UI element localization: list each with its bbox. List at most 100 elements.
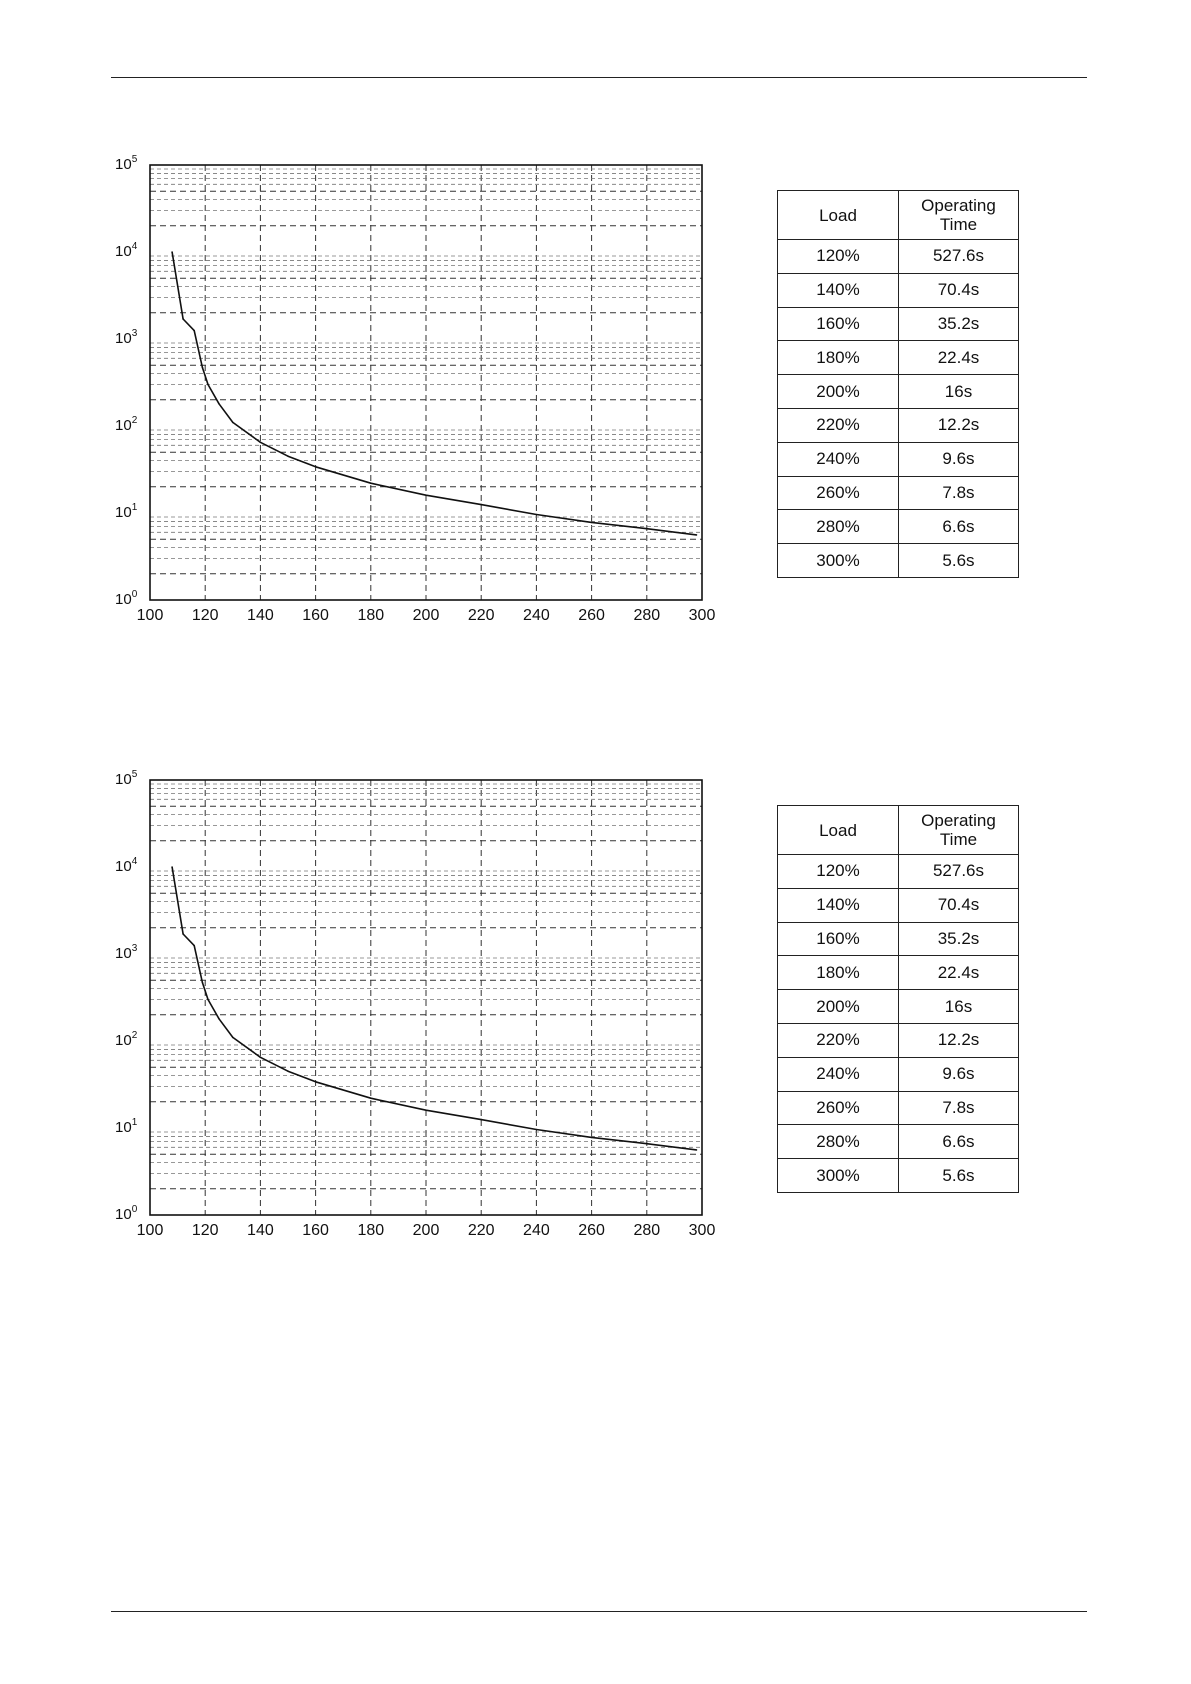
load-cell: 180%	[777, 340, 899, 376]
data-point	[287, 455, 289, 457]
table-row: 300% 5.6s	[777, 1158, 1019, 1193]
x-tick-label: 300	[689, 607, 716, 624]
table-header-row: Load Operating Time	[777, 805, 1019, 855]
operating-time-cell: 5.6s	[898, 1158, 1019, 1193]
load-cell: 260%	[777, 1090, 899, 1126]
operating-time-cell: 6.6s	[898, 509, 1019, 545]
data-point	[287, 1070, 289, 1072]
table-row: 220% 12.2s	[777, 407, 1019, 443]
load-time-table: Load Operating Time 120% 527.6s 140% 70.4s 160%…	[777, 190, 1019, 578]
x-tick-label: 180	[357, 1222, 384, 1239]
data-point	[646, 527, 648, 530]
operating-time-cell: 6.6s	[898, 1124, 1019, 1160]
load-cell: 280%	[777, 509, 899, 545]
y-tick-label: 102	[115, 415, 138, 434]
x-tick-label: 280	[633, 607, 660, 624]
x-tick-label: 280	[633, 1222, 660, 1239]
operating-time-header: Operating Time	[898, 805, 1019, 855]
y-tick-label: 102	[115, 1030, 138, 1049]
data-point	[232, 421, 234, 424]
load-cell: 260%	[777, 475, 899, 511]
y-tick-label: 104	[115, 241, 138, 260]
table-row: 180% 22.4s	[777, 340, 1019, 376]
load-cell: 200%	[777, 374, 899, 409]
data-point	[232, 1036, 234, 1039]
table-row: 160% 35.2s	[777, 921, 1019, 957]
load-cell: 240%	[777, 1056, 899, 1092]
y-tick-label: 101	[115, 502, 138, 521]
data-point	[171, 251, 173, 253]
load-time-table: Load Operating Time 120% 527.6s 140% 70.4s 160%…	[777, 805, 1019, 1193]
load-cell: 200%	[777, 989, 899, 1024]
operating-time-cell: 9.6s	[898, 441, 1019, 477]
load-cell: 120%	[777, 854, 899, 889]
operating-time-cell: 70.4s	[898, 887, 1019, 923]
operating-time-cell: 7.8s	[898, 475, 1019, 511]
data-point	[480, 1118, 483, 1121]
y-tick-label: 103	[115, 943, 138, 962]
operating-time-cell: 16s	[898, 989, 1019, 1024]
footer-rule	[111, 1611, 1087, 1612]
data-point	[182, 318, 184, 320]
data-point	[201, 981, 204, 984]
data-point	[314, 1080, 317, 1083]
operating-time-cell: 5.6s	[898, 543, 1019, 578]
x-tick-label: 220	[468, 607, 495, 624]
load-cell: 220%	[777, 407, 899, 443]
x-tick-label: 200	[413, 607, 440, 624]
x-tick-label: 140	[247, 1222, 274, 1239]
x-tick-label: 240	[523, 1222, 550, 1239]
table-row: 180% 22.4s	[777, 955, 1019, 991]
data-point	[695, 534, 698, 536]
x-tick-label: 100	[137, 1222, 164, 1239]
data-point	[207, 998, 209, 1001]
table-row: 280% 6.6s	[777, 509, 1019, 545]
x-tick-label: 160	[302, 607, 329, 624]
table-row: 120% 527.6s	[777, 239, 1019, 274]
table-row: 160% 35.2s	[777, 306, 1019, 342]
table-row: 120% 527.6s	[777, 854, 1019, 889]
y-tick-label: 100	[115, 589, 138, 608]
table-header-row: Load Operating Time	[777, 190, 1019, 240]
data-point	[171, 866, 173, 868]
load-cell: 280%	[777, 1124, 899, 1160]
load-cell: 240%	[777, 441, 899, 477]
table-row: 140% 70.4s	[777, 272, 1019, 308]
y-tick-label: 101	[115, 1117, 138, 1136]
x-tick-label: 160	[302, 1222, 329, 1239]
x-tick-label: 260	[578, 1222, 605, 1239]
load-cell: 160%	[777, 921, 899, 957]
operating-time-cell: 527.6s	[898, 854, 1019, 889]
data-point	[370, 1097, 372, 1100]
operating-time-header: Operating Time	[898, 190, 1019, 240]
load-cell: 220%	[777, 1022, 899, 1058]
load-cell: 300%	[777, 543, 899, 578]
data-point	[259, 441, 262, 444]
y-tick-label: 100	[115, 1204, 138, 1223]
operating-time-cell: 70.4s	[898, 272, 1019, 308]
table-row: 260% 7.8s	[777, 475, 1019, 511]
data-point	[193, 329, 195, 332]
table-row: 240% 9.6s	[777, 441, 1019, 477]
table-row: 260% 7.8s	[777, 1090, 1019, 1126]
operating-time-cell: 9.6s	[898, 1056, 1019, 1092]
data-point	[218, 402, 220, 405]
y-tick-label: 105	[115, 769, 138, 788]
x-tick-label: 260	[578, 607, 605, 624]
plot-frame	[149, 164, 703, 601]
data-point	[695, 1149, 698, 1151]
load-cell: 140%	[777, 272, 899, 308]
operating-time-cell: 12.2s	[898, 1022, 1019, 1058]
series-line	[171, 251, 697, 536]
data-point	[590, 1136, 593, 1139]
data-point	[425, 1109, 427, 1112]
header-rule	[111, 77, 1087, 78]
load-header: Load	[777, 805, 899, 855]
operating-time-cell: 7.8s	[898, 1090, 1019, 1126]
x-tick-label: 100	[137, 607, 164, 624]
overload-curve-chart: 100 120 140 160 180 200 220 240 260 280 300 100 101 1…	[115, 769, 715, 1239]
x-tick-label: 120	[192, 1222, 219, 1239]
table-row: 300% 5.6s	[777, 543, 1019, 578]
x-tick-label: 240	[523, 607, 550, 624]
data-point	[259, 1056, 262, 1059]
